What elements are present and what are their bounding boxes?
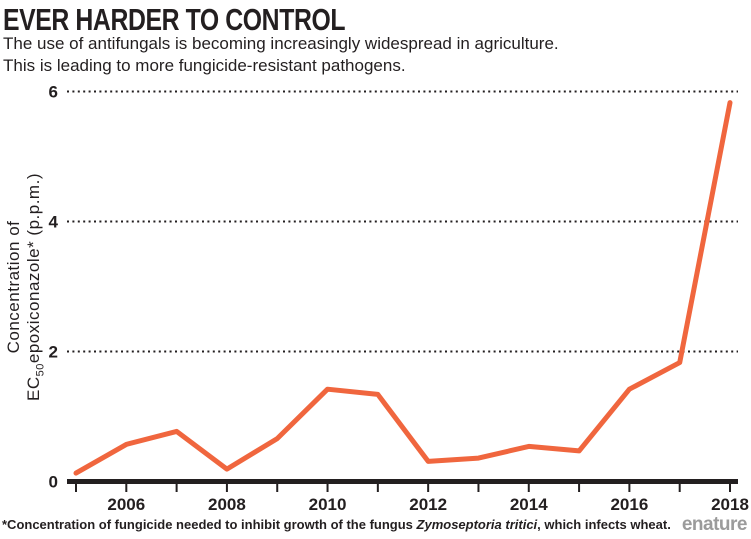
chart-subtitle-line1: The use of antifungals is becoming incre… bbox=[3, 34, 559, 53]
y-tick-label-4: 4 bbox=[49, 213, 59, 232]
x-tick-label-2006: 2006 bbox=[107, 495, 145, 514]
nature-logo: enature bbox=[681, 514, 748, 535]
x-tick-label-2018: 2018 bbox=[711, 495, 749, 514]
x-tick-label-2014: 2014 bbox=[510, 495, 548, 514]
x-axis-line bbox=[67, 479, 738, 484]
footnote: *Concentration of fungicide needed to in… bbox=[2, 517, 671, 532]
x-tick-label-2016: 2016 bbox=[610, 495, 648, 514]
x-tick-label-2010: 2010 bbox=[309, 495, 347, 514]
x-tick-label-2008: 2008 bbox=[208, 495, 246, 514]
footnote-text-start: *Concentration of fungicide needed to in… bbox=[2, 517, 417, 532]
chart-title: EVER HARDER TO CONTROL bbox=[3, 2, 346, 37]
chart-subtitle: The use of antifungals is becoming incre… bbox=[3, 33, 559, 77]
chart-subtitle-line2: This is leading to more fungicide-resist… bbox=[3, 56, 406, 75]
x-tick-label-2012: 2012 bbox=[409, 495, 447, 514]
footnote-species-italic: Zymoseptoria tritici bbox=[416, 517, 538, 532]
footnote-text-end: , which infects wheat. bbox=[537, 517, 671, 532]
y-tick-label-2: 2 bbox=[49, 343, 58, 362]
resistance-line bbox=[73, 100, 733, 476]
y-tick-label-0: 0 bbox=[49, 473, 58, 492]
y-tick-label-6: 6 bbox=[49, 83, 58, 102]
